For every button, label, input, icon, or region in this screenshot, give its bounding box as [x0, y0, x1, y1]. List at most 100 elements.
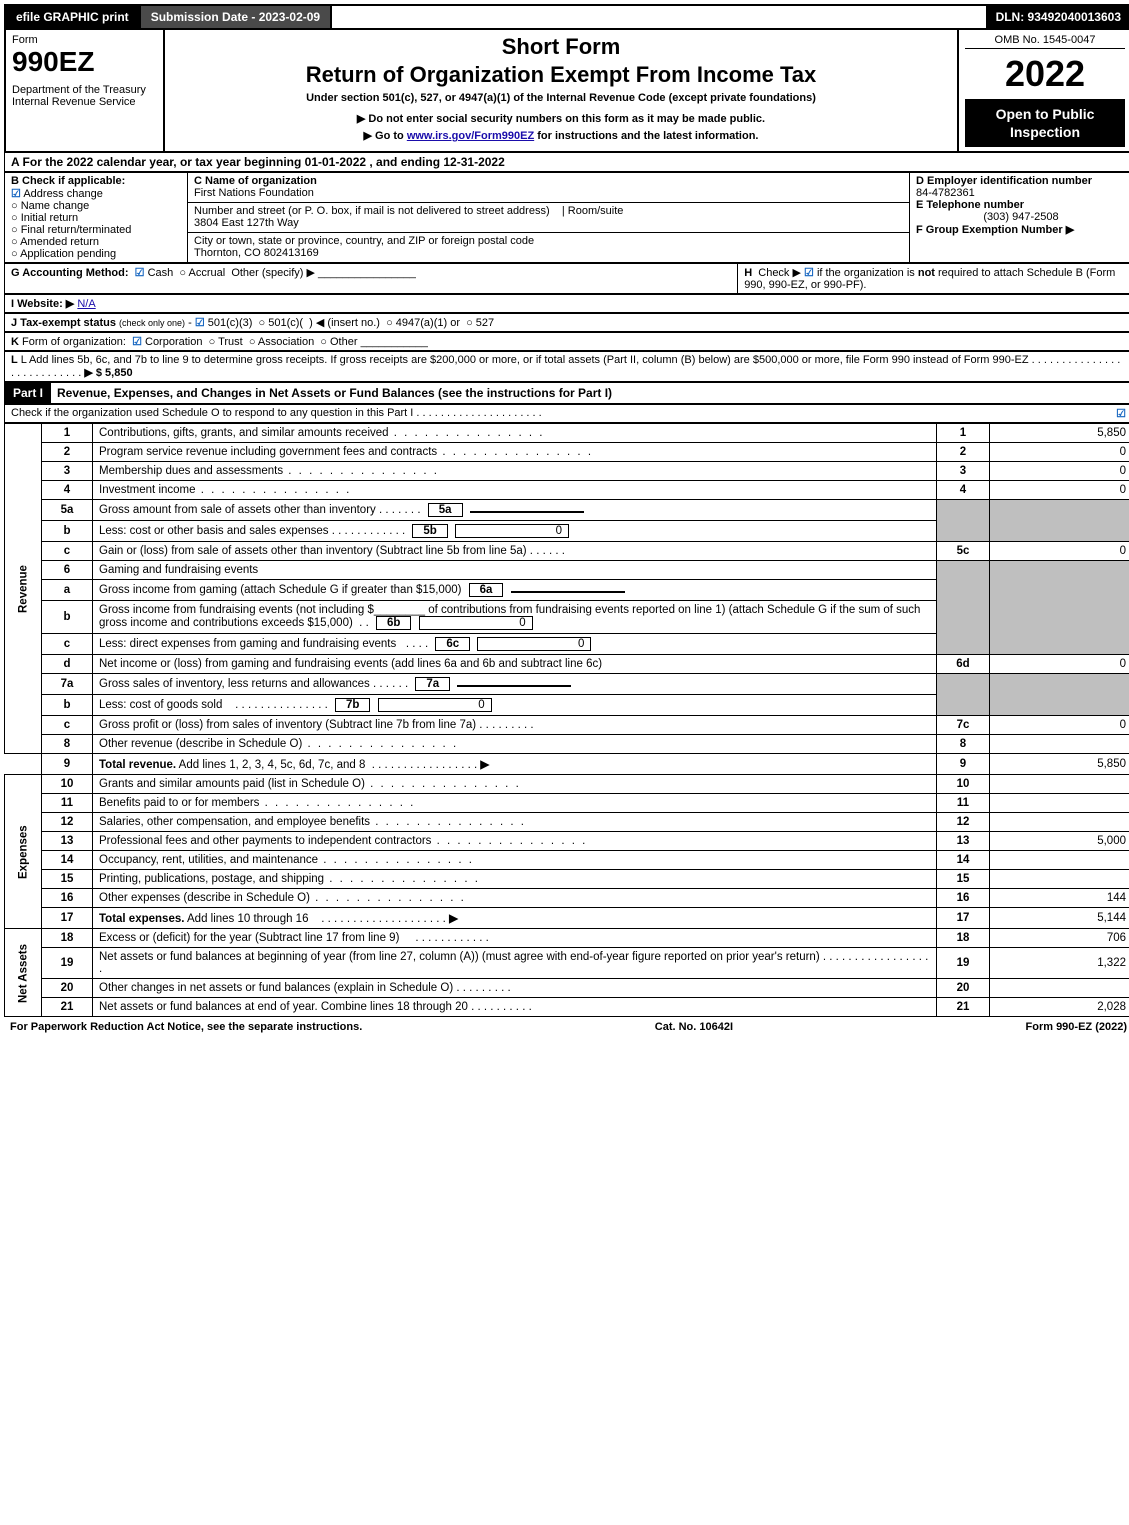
line-num: c	[42, 542, 93, 561]
opt-name-change[interactable]: Name change	[21, 200, 90, 212]
line-num: b	[42, 521, 93, 542]
line-rn: 10	[937, 775, 990, 794]
line-rn: 9	[937, 754, 990, 775]
part1-check-line: Check if the organization used Schedule …	[5, 405, 1129, 423]
line-num: 7a	[42, 674, 93, 695]
line-num: 6	[42, 561, 93, 580]
short-form-title: Short Form	[171, 34, 951, 60]
opt-application-pending[interactable]: Application pending	[20, 248, 116, 260]
line-rn: 12	[937, 813, 990, 832]
line-rn: 17	[937, 908, 990, 929]
g-other[interactable]: Other (specify) ▶	[231, 267, 315, 279]
gray-cell	[990, 561, 1129, 655]
line-num: 15	[42, 870, 93, 889]
opt-initial-return[interactable]: Initial return	[21, 212, 78, 224]
section-j-table: J Tax-exempt status (check only one) - ☑…	[4, 313, 1129, 332]
g-cash[interactable]: Cash	[148, 267, 174, 279]
opt-amended-return[interactable]: Amended return	[20, 236, 99, 248]
dept-treasury: Department of the Treasury Internal Reve…	[12, 84, 157, 108]
inner-val: 0	[477, 637, 591, 651]
gray-cell	[990, 674, 1129, 716]
section-i: I Website: ▶ N/A	[5, 295, 1129, 313]
omb-number: OMB No. 1545-0047	[965, 34, 1125, 49]
gray-cell	[990, 500, 1129, 542]
i-label: I Website: ▶	[11, 298, 74, 310]
line-num: a	[42, 580, 93, 601]
line-rn: 14	[937, 851, 990, 870]
inner-val	[511, 591, 625, 593]
line-desc: Gross income from gaming (attach Schedul…	[93, 580, 937, 601]
website[interactable]: N/A	[77, 298, 95, 310]
info-table: B Check if applicable: ☑ Address change …	[4, 172, 1129, 263]
line-desc: Less: cost or other basis and sales expe…	[93, 521, 937, 542]
line-amt: 5,144	[990, 908, 1129, 929]
line-num: 8	[42, 735, 93, 754]
return-title: Return of Organization Exempt From Incom…	[171, 62, 951, 88]
line-num: 17	[42, 908, 93, 929]
line-num: 18	[42, 929, 93, 948]
inner-val: 0	[419, 616, 533, 630]
form-header: Form 990EZ Department of the Treasury In…	[4, 30, 1129, 153]
line-num: 21	[42, 998, 93, 1017]
check-icon: ☑	[1116, 407, 1126, 420]
part1-check: Check if the organization used Schedule …	[4, 404, 1129, 423]
line-desc: Total expenses. Add lines 10 through 16 …	[93, 908, 937, 929]
line-rn: 21	[937, 998, 990, 1017]
line-rn: 15	[937, 870, 990, 889]
footer-left: For Paperwork Reduction Act Notice, see …	[10, 1021, 362, 1033]
line-desc: Investment income	[93, 481, 937, 500]
line-amt: 0	[990, 542, 1129, 561]
line-amt	[990, 794, 1129, 813]
tax-year: 2022	[965, 53, 1125, 95]
empty-side	[5, 754, 42, 775]
line-desc: Total revenue. Add lines 1, 2, 3, 4, 5c,…	[93, 754, 937, 775]
header-left: Form 990EZ Department of the Treasury In…	[6, 30, 165, 151]
line-desc: Occupancy, rent, utilities, and maintena…	[93, 851, 937, 870]
line-amt: 5,850	[990, 424, 1129, 443]
line-rn: 5c	[937, 542, 990, 561]
line-amt	[990, 735, 1129, 754]
footer-mid: Cat. No. 10642I	[655, 1021, 733, 1033]
section-b-title: B Check if applicable:	[11, 175, 125, 187]
line-amt: 1,322	[990, 948, 1129, 979]
check-icon: ☑	[135, 267, 145, 279]
section-c-addr: Number and street (or P. O. box, if mail…	[188, 203, 910, 233]
opt-final-return[interactable]: Final return/terminated	[21, 224, 132, 236]
opt-address-change[interactable]: Address change	[23, 188, 103, 200]
line-num: 20	[42, 979, 93, 998]
inner-num: 7b	[335, 698, 370, 712]
part1-label: Part I	[5, 383, 51, 403]
telephone: (303) 947-2508	[916, 211, 1126, 223]
goto-pre: ▶ Go to	[364, 130, 407, 142]
line-desc: Net assets or fund balances at end of ye…	[93, 998, 937, 1017]
line-desc: Contributions, gifts, grants, and simila…	[93, 424, 937, 443]
line-desc: Other expenses (describe in Schedule O)	[93, 889, 937, 908]
c-name-label: C Name of organization	[194, 175, 317, 187]
irs-link[interactable]: www.irs.gov/Form990EZ	[407, 130, 534, 142]
line-num: 4	[42, 481, 93, 500]
header-mid: Short Form Return of Organization Exempt…	[165, 30, 957, 151]
line-desc: Gain or (loss) from sale of assets other…	[93, 542, 937, 561]
under-section: Under section 501(c), 527, or 4947(a)(1)…	[171, 92, 951, 104]
line-amt: 0	[990, 443, 1129, 462]
line-num: 9	[42, 754, 93, 775]
check-icon: ☑	[11, 188, 21, 200]
line-desc: Benefits paid to or for members	[93, 794, 937, 813]
line-num: b	[42, 695, 93, 716]
line-amt: 0	[990, 716, 1129, 735]
gh-table: G Accounting Method: ☑ Cash ○ Accrual Ot…	[4, 263, 1129, 294]
line-amt: 5,850	[990, 754, 1129, 775]
inner-num: 6a	[469, 583, 504, 597]
inner-num: 6c	[435, 637, 470, 651]
line-amt: 2,028	[990, 998, 1129, 1017]
g-accrual[interactable]: Accrual	[189, 267, 226, 279]
efile-print-button[interactable]: efile GRAPHIC print	[6, 6, 141, 28]
line-desc: Less: cost of goods sold . . . . . . . .…	[93, 695, 937, 716]
section-b: B Check if applicable: ☑ Address change …	[5, 173, 188, 263]
street-address: 3804 East 127th Way	[194, 217, 299, 229]
line-num: 11	[42, 794, 93, 813]
line-rn: 7c	[937, 716, 990, 735]
line-rn: 20	[937, 979, 990, 998]
line-desc: Gross profit or (loss) from sales of inv…	[93, 716, 937, 735]
line-amt: 0	[990, 462, 1129, 481]
